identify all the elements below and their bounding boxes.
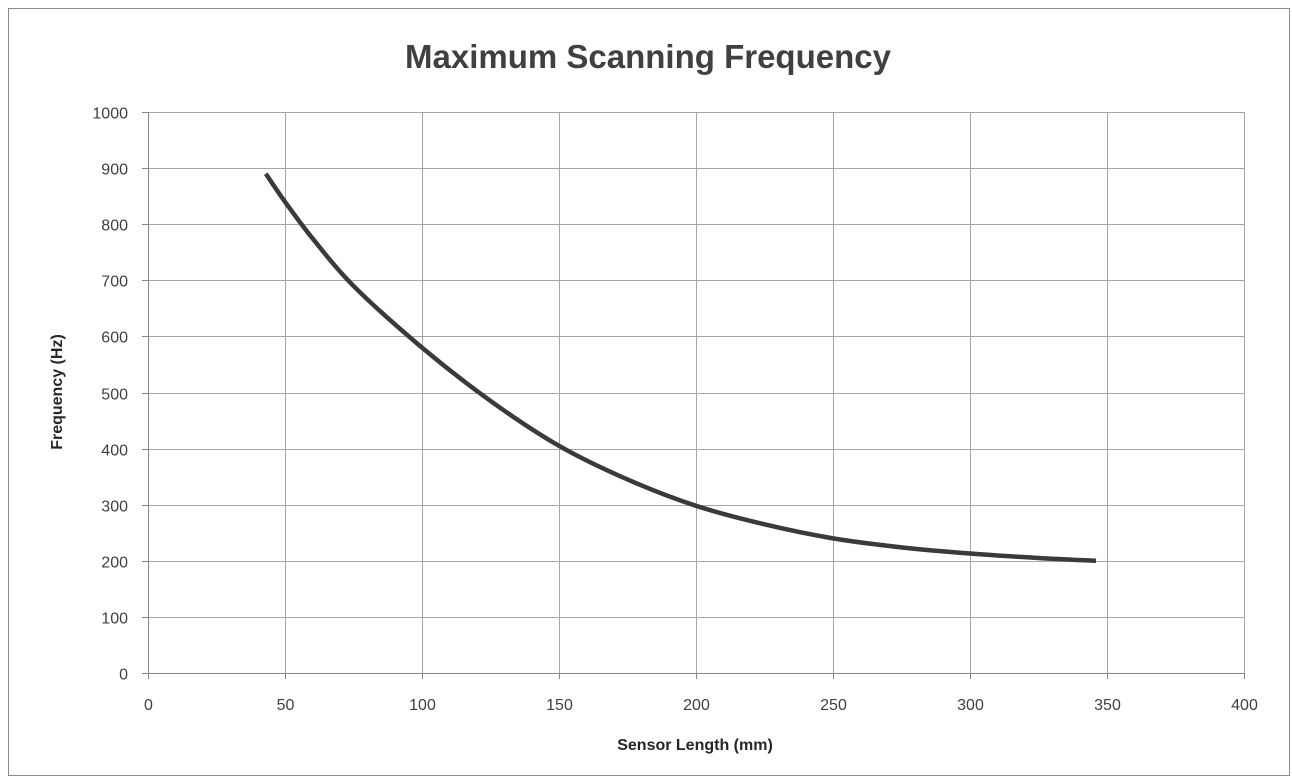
x-tick-label: 200	[683, 697, 710, 714]
gridlines	[148, 112, 1245, 673]
x-tick-label: 150	[546, 697, 573, 714]
y-tick-label: 900	[101, 162, 128, 179]
y-tick-label: 500	[101, 387, 128, 404]
y-tick-label: 1000	[92, 106, 128, 123]
series-line	[263, 172, 1097, 564]
x-tick-label: 100	[409, 697, 436, 714]
y-tick-label: 200	[101, 555, 128, 572]
axes	[142, 112, 1245, 679]
y-axis-tick-labels: 0 100 200 300 400 500 600 700 800 900 1000	[92, 106, 128, 684]
y-tick-label: 700	[101, 274, 128, 291]
y-tick-label: 0	[119, 667, 128, 684]
y-axis-title: Frequency (Hz)	[49, 334, 66, 450]
y-tick-label: 600	[101, 330, 128, 347]
x-axis-tick-labels: 0 50 100 150 200 250 300 350 400	[144, 697, 1258, 714]
chart-frame	[8, 8, 1290, 776]
y-tick-label: 400	[101, 443, 128, 460]
x-tick-label: 300	[957, 697, 984, 714]
x-axis-title: Sensor Length (mm)	[617, 737, 773, 754]
x-tick-label: 0	[144, 697, 153, 714]
x-tick-label: 400	[1231, 697, 1258, 714]
x-tick-label: 350	[1094, 697, 1121, 714]
y-tick-label: 300	[101, 499, 128, 516]
series-group	[263, 172, 1097, 564]
x-tick-label: 50	[277, 697, 295, 714]
chart-title: Maximum Scanning Frequency	[405, 38, 892, 75]
y-tick-label: 100	[101, 611, 128, 628]
y-tick-label: 800	[101, 218, 128, 235]
x-tick-label: 250	[820, 697, 847, 714]
